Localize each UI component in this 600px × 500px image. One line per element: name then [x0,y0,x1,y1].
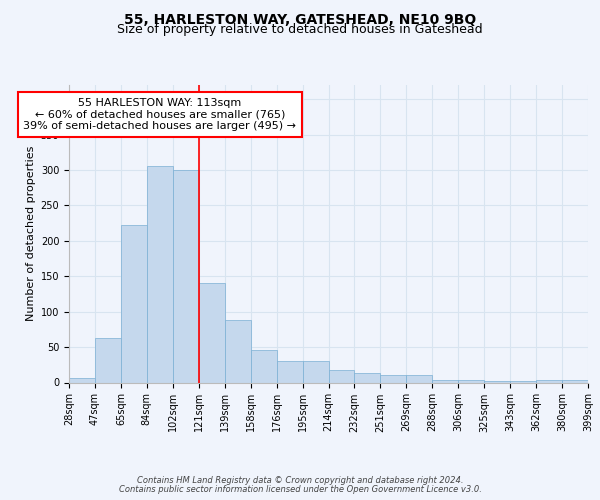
Text: Contains public sector information licensed under the Open Government Licence v3: Contains public sector information licen… [119,485,481,494]
Bar [355,374,380,382]
Bar [121,225,147,382]
Bar [225,320,251,382]
Bar [173,170,199,382]
Bar [95,338,121,382]
Bar [251,350,277,382]
Bar [562,380,588,382]
Text: 55, HARLESTON WAY, GATESHEAD, NE10 9BQ: 55, HARLESTON WAY, GATESHEAD, NE10 9BQ [124,12,476,26]
Y-axis label: Number of detached properties: Number of detached properties [26,146,37,322]
Bar [510,381,536,382]
Bar [380,376,406,382]
Bar [302,361,329,382]
Text: Size of property relative to detached houses in Gateshead: Size of property relative to detached ho… [117,24,483,36]
Bar [199,284,224,382]
Bar [69,378,95,382]
Bar [484,381,510,382]
Bar [433,380,458,382]
Text: 55 HARLESTON WAY: 113sqm
← 60% of detached houses are smaller (765)
39% of semi-: 55 HARLESTON WAY: 113sqm ← 60% of detach… [23,98,296,131]
Bar [406,376,432,382]
Bar [458,380,484,382]
Text: Contains HM Land Registry data © Crown copyright and database right 2024.: Contains HM Land Registry data © Crown c… [137,476,463,485]
Bar [277,361,302,382]
Bar [536,380,562,382]
Bar [329,370,355,382]
Bar [147,166,173,382]
